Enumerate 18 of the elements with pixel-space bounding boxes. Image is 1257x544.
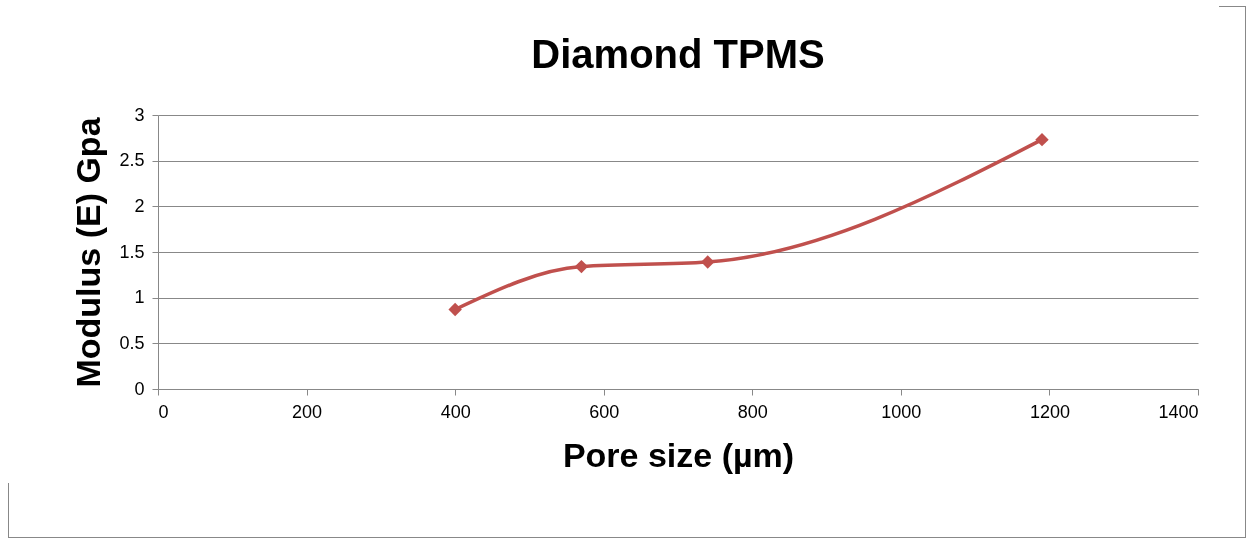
x-tick-label: 400	[440, 401, 471, 422]
y-tick-label: 1	[134, 287, 145, 308]
y-tick-label: 2	[134, 195, 145, 216]
chart-title: Diamond TPMS	[531, 32, 825, 76]
y-tick-label: 0.5	[119, 332, 145, 353]
y-tick-label: 0	[134, 378, 145, 399]
x-tick-label: 0	[158, 401, 169, 422]
x-tick-label: 800	[737, 401, 768, 422]
y-axis-title: Modulus (E) Gpa	[69, 116, 108, 388]
y-tick-label: 1.5	[119, 241, 145, 262]
x-tick-label: 600	[589, 401, 620, 422]
x-tick-label: 200	[292, 401, 323, 422]
x-tick-label: 1400	[1158, 401, 1199, 422]
y-tick-label: 3	[134, 104, 145, 125]
x-axis-title: Pore size (µm)	[562, 435, 795, 474]
x-tick-label: 1000	[881, 401, 922, 422]
x-tick-label: 1200	[1029, 401, 1070, 422]
y-tick-label: 2.5	[119, 150, 145, 171]
